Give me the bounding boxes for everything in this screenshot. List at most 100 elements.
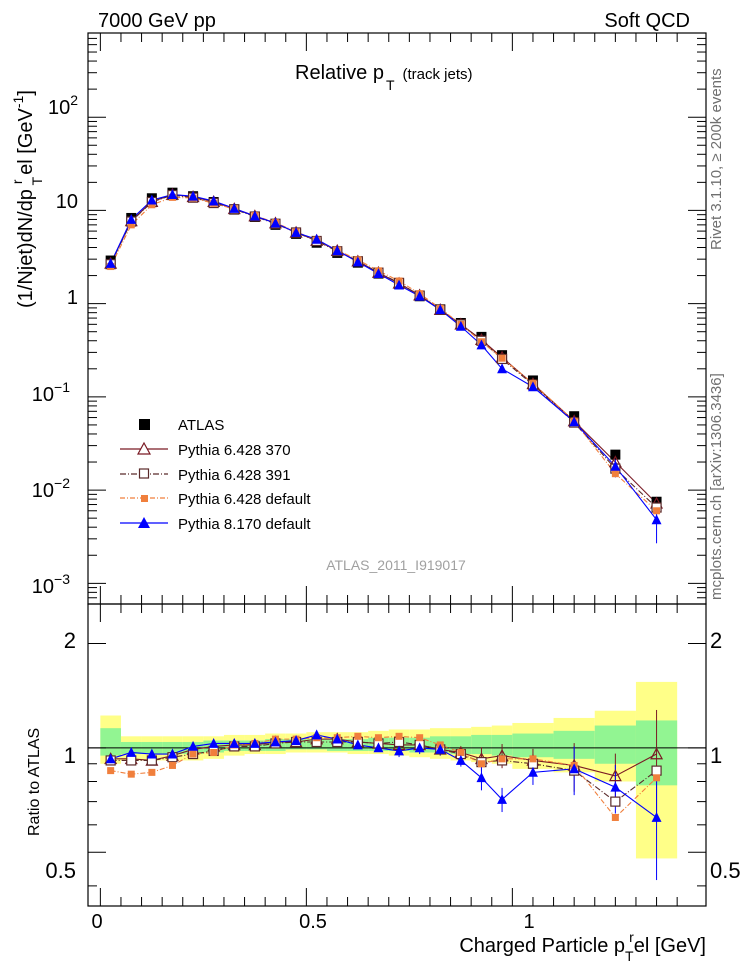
main-tick-label-1: 10 bbox=[56, 191, 78, 213]
ratio-marker bbox=[457, 748, 465, 756]
main-marker bbox=[167, 189, 178, 199]
main-tick-label-4-base: 10 bbox=[32, 480, 54, 502]
ratio-marker bbox=[270, 736, 281, 747]
x-axis-title-main: Charged Particle p bbox=[459, 935, 625, 957]
ratio-marker bbox=[311, 729, 322, 740]
legend-label-p6-391: Pythia 6.428 391 bbox=[178, 467, 291, 484]
main-marker bbox=[610, 449, 621, 460]
ratio-marker bbox=[651, 811, 662, 822]
ratio-marker bbox=[650, 747, 664, 760]
ratio-marker bbox=[394, 745, 405, 756]
side-label-mcplots: mcplots.cern.ch [arXiv:1306.3436] bbox=[708, 373, 725, 600]
ratio-band-green bbox=[512, 733, 554, 758]
main-y-axis-title-tail: el [GeV bbox=[15, 107, 37, 174]
main-y-axis-title-close: ] bbox=[15, 90, 37, 96]
main-marker bbox=[610, 460, 621, 471]
main-marker bbox=[105, 257, 116, 268]
series-markers bbox=[104, 187, 664, 822]
main-y-axis-title-super: r bbox=[9, 179, 25, 184]
legend-marker-p8-default bbox=[138, 517, 150, 528]
main-marker bbox=[146, 194, 157, 205]
main-marker bbox=[208, 195, 219, 206]
ratio-marker bbox=[373, 742, 384, 753]
legend-entry-p6-391: Pythia 6.428 391 bbox=[120, 467, 291, 484]
ratio-tick-label-left-1: 1 bbox=[64, 743, 76, 768]
ratio-marker bbox=[291, 735, 302, 745]
ratio-marker bbox=[107, 767, 115, 775]
legend-entry-p8-default: Pythia 8.170 default bbox=[120, 516, 311, 533]
main-tick-label-4: 10−2 bbox=[32, 475, 70, 502]
main-marker bbox=[270, 217, 281, 228]
ratio-marker bbox=[528, 766, 538, 777]
legend: ATLAS Pythia 6.428 370 Pythia 6.428 391 … bbox=[120, 417, 311, 533]
ratio-marker bbox=[610, 781, 621, 792]
ratio-marker bbox=[210, 748, 218, 756]
main-tick-label-0: 102 bbox=[48, 92, 78, 119]
main-marker bbox=[653, 507, 661, 515]
plot-title-main: Relative p bbox=[295, 62, 384, 84]
ratio-marker bbox=[146, 748, 157, 759]
main-marker bbox=[414, 290, 425, 301]
legend-marker-p6-default bbox=[141, 495, 148, 502]
side-label-rivet: Rivet 3.1.10, ≥ 200k events bbox=[708, 68, 725, 250]
ratio-marker bbox=[529, 755, 537, 763]
ratio-marker bbox=[354, 732, 362, 740]
main-marker bbox=[249, 210, 260, 221]
main-marker bbox=[476, 339, 487, 350]
ratio-band-green bbox=[450, 736, 472, 755]
ratio-marker bbox=[208, 737, 219, 748]
ratio-marker bbox=[435, 743, 446, 754]
ratio-marker bbox=[651, 765, 662, 776]
main-marker bbox=[611, 470, 619, 478]
ratio-marker bbox=[416, 734, 424, 742]
main-marker bbox=[127, 221, 135, 229]
main-marker bbox=[188, 190, 199, 201]
x-axis-title: Charged Particle pTrel [GeV] bbox=[459, 929, 706, 964]
plot-title-sub: T bbox=[386, 77, 395, 93]
legend-label-p8-default: Pythia 8.170 default bbox=[178, 516, 311, 533]
ratio-marker bbox=[610, 796, 621, 807]
main-tick-label-5-base: 10 bbox=[32, 576, 54, 598]
main-marker bbox=[394, 279, 405, 290]
legend-label-atlas: ATLAS bbox=[178, 417, 224, 434]
ratio-marker bbox=[168, 761, 176, 769]
ratio-marker bbox=[126, 746, 137, 757]
main-marker bbox=[435, 304, 446, 315]
ratio-marker bbox=[476, 772, 487, 783]
ratio-series-line bbox=[110, 734, 657, 818]
main-marker bbox=[352, 256, 363, 267]
ratio-marker bbox=[608, 769, 622, 782]
main-marker bbox=[126, 213, 137, 224]
x-tick-label-1: 1 bbox=[523, 911, 534, 933]
ratio-marker bbox=[127, 770, 135, 778]
ratio-marker bbox=[395, 732, 403, 740]
x-axis-title-tail: el [GeV] bbox=[634, 935, 706, 957]
ratio-marker bbox=[374, 734, 382, 742]
ratio-marker bbox=[148, 768, 156, 776]
header-left: 7000 GeV pp bbox=[98, 10, 216, 32]
main-marker bbox=[497, 363, 508, 374]
ratio-marker bbox=[569, 763, 580, 774]
legend-entry-p6-default: Pythia 6.428 default bbox=[120, 491, 311, 508]
main-marker bbox=[528, 381, 538, 392]
ratio-tick-label-right-1: 1 bbox=[710, 743, 722, 768]
ratio-tick-label-right-2: 2 bbox=[710, 628, 722, 653]
ratio-marker bbox=[414, 742, 425, 753]
legend-marker-p6-370 bbox=[136, 441, 152, 455]
header-right: Soft QCD bbox=[604, 10, 690, 32]
main-tick-label-3: 10−1 bbox=[32, 379, 70, 406]
main-marker bbox=[651, 496, 662, 507]
main-marker bbox=[455, 320, 466, 331]
main-marker bbox=[291, 226, 302, 237]
legend-entry-atlas: ATLAS bbox=[139, 417, 224, 434]
main-marker bbox=[332, 245, 343, 256]
ratio-tick-label-right-05: 0.5 bbox=[710, 858, 741, 883]
x-axis-title-super: r bbox=[629, 929, 634, 945]
legend-label-p6-370: Pythia 6.428 370 bbox=[178, 442, 291, 459]
main-marker bbox=[373, 268, 384, 279]
x-tick-label-0: 0 bbox=[91, 911, 102, 933]
ratio-y-axis-title: Ratio to ATLAS bbox=[26, 728, 43, 836]
main-tick-label-2-base: 1 bbox=[67, 287, 78, 309]
main-marker bbox=[651, 514, 662, 525]
main-tick-label-5: 10−3 bbox=[32, 571, 70, 598]
